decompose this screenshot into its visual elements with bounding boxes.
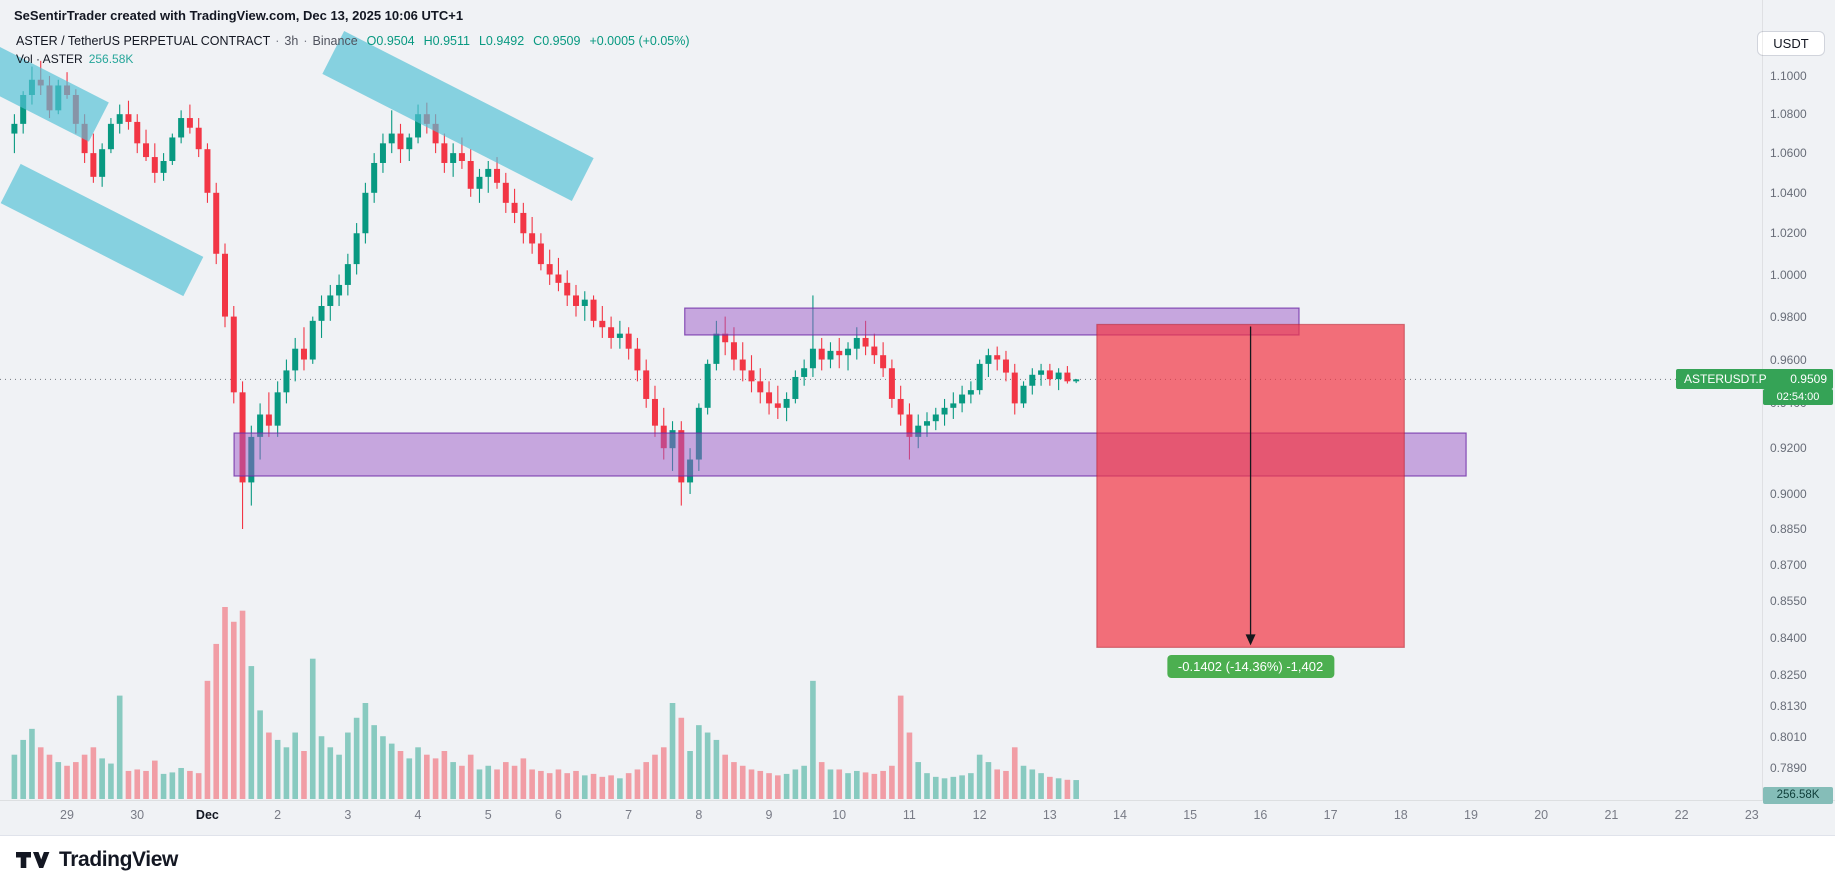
price-tick: 1.1000 — [1770, 68, 1807, 83]
ohlc-value: +0.0005 (+0.05%) — [589, 34, 690, 48]
price-tick: 0.9800 — [1770, 309, 1807, 324]
time-tick: 17 — [1323, 808, 1338, 822]
last-price-flag: ASTERUSDT.P 0.9509 — [1676, 369, 1833, 390]
time-tick: 2 — [274, 808, 282, 822]
ohlc-value: L0.9492 — [478, 34, 525, 48]
time-tick: 19 — [1464, 808, 1478, 822]
time-tick: 11 — [902, 808, 916, 822]
time-tick: 8 — [695, 808, 703, 822]
footer-bar: TradingView — [0, 835, 1835, 884]
ohlc-values: O0.9504 H0.9511 L0.9492 C0.9509 +0.0005 (+0.… — [358, 34, 690, 48]
time-tick: 18 — [1393, 808, 1408, 822]
time-tick: 12 — [972, 808, 987, 822]
price-tick: 1.0200 — [1770, 226, 1807, 241]
bar-countdown: 02:54:00 — [1763, 389, 1833, 406]
time-tick: 6 — [554, 808, 562, 822]
price-tick: 0.8130 — [1770, 698, 1807, 713]
time-tick: 10 — [832, 808, 847, 822]
price-tick: 0.9600 — [1770, 352, 1807, 367]
currency-toggle-button[interactable]: USDT — [1757, 31, 1825, 56]
symbol-legend[interactable]: ASTER / TetherUS PERPETUAL CONTRACT · 3h · B… — [16, 34, 690, 48]
time-tick: 4 — [414, 808, 422, 822]
tradingview-logo-icon[interactable] — [16, 849, 50, 871]
time-tick: 9 — [765, 808, 773, 822]
price-tick: 0.8550 — [1770, 593, 1807, 608]
price-tick: 1.0800 — [1770, 107, 1807, 122]
legend-separator: · — [275, 34, 280, 48]
time-tick: 7 — [625, 808, 633, 822]
price-axis[interactable]: 1.1000 1.0800 1.0600 1.0400 1.0200 1.0000 0.98… — [1762, 0, 1835, 800]
price-tick: 0.8010 — [1770, 729, 1807, 744]
price-tick: 1.0400 — [1770, 185, 1807, 200]
price-tick: 0.8850 — [1770, 521, 1807, 536]
flag-price: 0.9509 — [1790, 372, 1827, 387]
time-tick: 23 — [1744, 808, 1759, 822]
legend-separator: · — [303, 34, 308, 48]
price-tick: 0.9200 — [1770, 441, 1807, 456]
flag-symbol: ASTERUSDT.P — [1684, 372, 1767, 387]
ohlc-value: H0.9511 — [423, 34, 470, 48]
volume-label: Vol · ASTER — [16, 52, 83, 66]
projection-label: -0.1402 (-14.36%) -1,402 — [1166, 655, 1335, 679]
interval-label[interactable]: 3h — [284, 34, 299, 48]
ohlc-value: O0.9504 — [366, 34, 415, 48]
time-tick: 5 — [484, 808, 492, 822]
price-tick: 0.8250 — [1770, 668, 1807, 683]
price-tick: 0.8400 — [1770, 630, 1807, 645]
time-tick: 15 — [1183, 808, 1198, 822]
time-tick: 22 — [1674, 808, 1689, 822]
time-tick: 3 — [344, 808, 352, 822]
time-tick: 20 — [1534, 808, 1549, 822]
time-tick: 29 — [60, 808, 74, 822]
price-tick: 0.7890 — [1770, 761, 1807, 776]
volume-axis-badge: 256.58K — [1763, 787, 1833, 804]
symbol-title: ASTER / TetherUS PERPETUAL CONTRACT — [16, 34, 271, 48]
time-tick: 30 — [130, 808, 145, 822]
tradingview-brand-text[interactable]: TradingView — [59, 848, 178, 871]
volume-value: 256.58K — [88, 52, 134, 66]
time-tick: Dec — [195, 808, 219, 822]
time-tick: 14 — [1113, 808, 1127, 822]
time-tick: 16 — [1253, 808, 1268, 822]
price-tick: 0.9000 — [1770, 486, 1807, 501]
price-tick: 1.0600 — [1770, 146, 1807, 161]
time-tick: 13 — [1042, 808, 1057, 822]
volume-legend[interactable]: Vol · ASTER 256.58K — [16, 52, 133, 66]
ohlc-value: C0.9509 — [533, 34, 581, 48]
price-tick: 0.8700 — [1770, 557, 1807, 572]
time-axis[interactable]: 29 30 Dec 2 3 4 5 6 7 8 9 10 11 12 13 14 15 16 17 18 19 20 21 2… — [0, 800, 1835, 836]
exchange-label: Binance — [312, 34, 358, 48]
price-tick: 1.0000 — [1770, 267, 1807, 282]
attribution-text: SeSentirTrader created with TradingView.… — [14, 8, 464, 23]
time-tick: 21 — [1604, 808, 1619, 822]
